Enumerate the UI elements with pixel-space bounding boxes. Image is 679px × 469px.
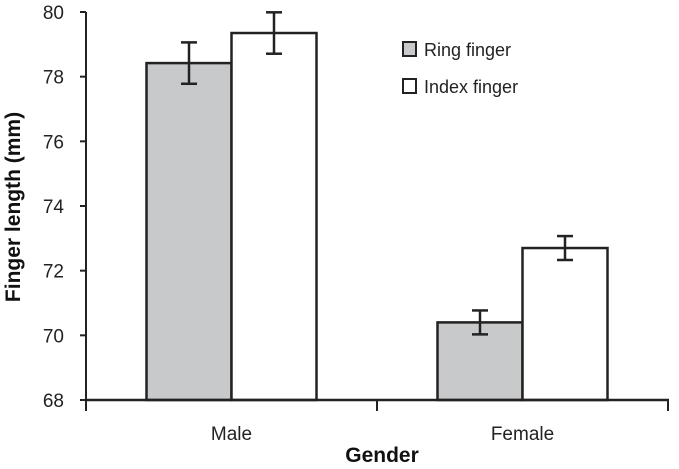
bar-male-1 [230, 31, 318, 402]
y-tick-label: 80 [43, 3, 64, 24]
legend: Ring finger Index finger [402, 40, 518, 97]
bars [145, 11, 609, 402]
y-tick-label: 74 [43, 197, 65, 218]
y-axis-title: Finger length (mm) [2, 112, 25, 302]
error-bar [557, 234, 573, 262]
y-tick-label: 76 [43, 132, 64, 153]
bar-male-0 [145, 61, 233, 402]
x-tick-label: Female [491, 424, 554, 445]
y-tick-label: 78 [43, 68, 64, 89]
legend-label-index: Index finger [424, 77, 518, 97]
legend-swatch-index [402, 78, 417, 94]
error-bar [266, 11, 282, 55]
x-axis-title: Gender [345, 444, 419, 467]
x-tick-label: Male [211, 424, 252, 445]
y-tick-label: 72 [43, 262, 64, 283]
y-tick-label: 68 [43, 391, 64, 412]
y-tick-label: 70 [43, 326, 64, 347]
error-bar [181, 41, 197, 86]
legend-swatch-ring [402, 41, 417, 57]
error-bar [472, 309, 488, 336]
bar-female-1 [521, 246, 609, 402]
axes: Male Female 68 70 72 74 76 78 80 [43, 3, 669, 445]
legend-label-ring: Ring finger [424, 40, 511, 60]
